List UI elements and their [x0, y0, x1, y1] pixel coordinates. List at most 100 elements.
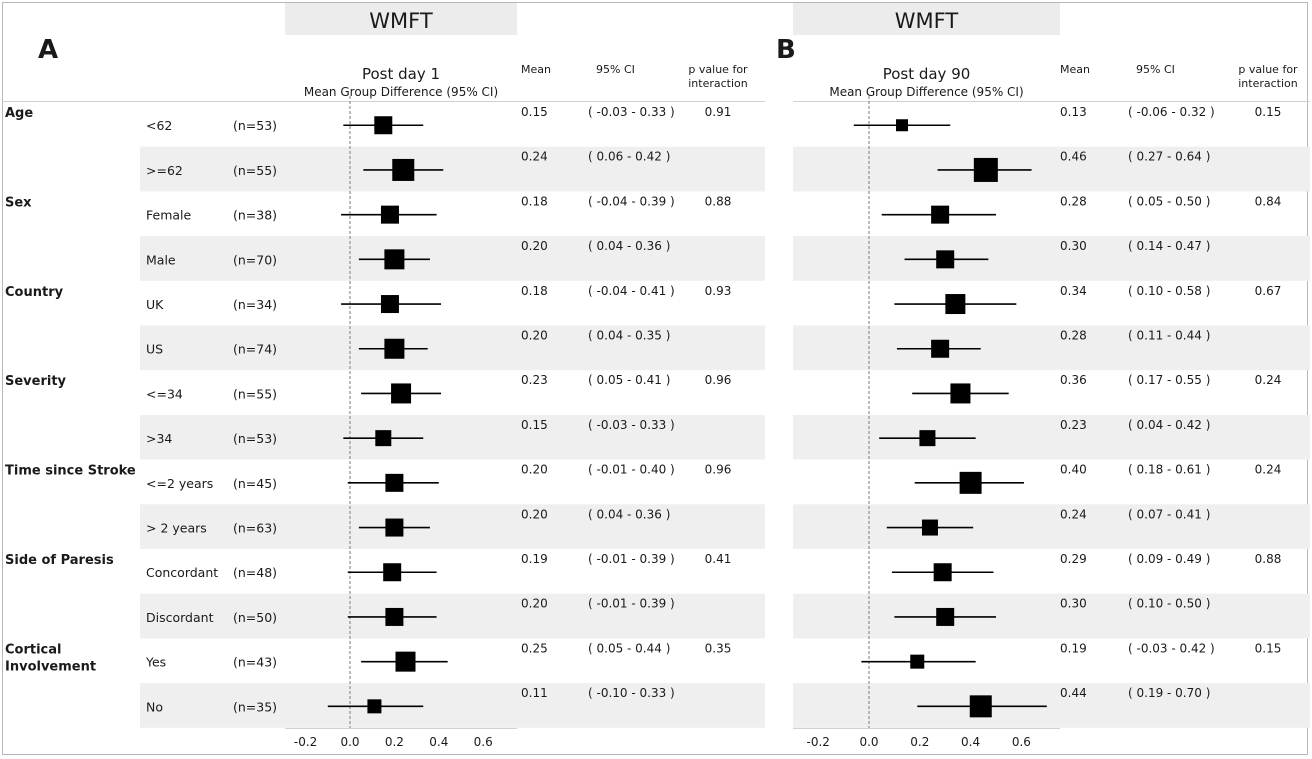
p-value: 0.88 [1255, 552, 1282, 566]
subgroup-label: >34 [146, 431, 172, 446]
mean-value: 0.18 [521, 284, 548, 298]
row-band [140, 683, 285, 728]
subgroup-label: UK [146, 297, 164, 312]
row-band [517, 146, 765, 192]
ci-value: ( 0.19 - 0.70 ) [1128, 686, 1210, 700]
mean-value: 0.24 [521, 150, 548, 164]
x-tick-label: 0.2 [910, 735, 929, 749]
ci-value: ( 0.05 - 0.44 ) [588, 641, 670, 655]
row-band [285, 683, 517, 728]
subgroup-label: Male [146, 252, 176, 267]
mean-marker [385, 607, 404, 626]
mean-marker [384, 338, 405, 359]
x-tick-label: 0.6 [1012, 735, 1031, 749]
ci-value: ( 0.04 - 0.36 ) [588, 507, 670, 521]
group-label: Sex [5, 195, 32, 210]
group-label: Age [5, 106, 33, 121]
mean-value: 0.19 [521, 552, 548, 566]
ci-value: ( 0.05 - 0.41 ) [588, 373, 670, 387]
mean-marker [367, 699, 382, 714]
mean-marker [931, 339, 950, 358]
sample-size: (n=38) [233, 208, 277, 223]
mean-value: 0.28 [1060, 329, 1087, 343]
chart-subtitle: Post day 90 [883, 65, 971, 83]
p-value: 0.91 [705, 105, 732, 119]
subgroup-label: <=34 [146, 386, 183, 401]
mean-marker [380, 205, 399, 224]
row-band [793, 325, 1310, 371]
ci-value: ( 0.18 - 0.61 ) [1128, 463, 1210, 477]
ci-value: ( -0.03 - 0.42 ) [1128, 641, 1215, 655]
row-band [793, 593, 1310, 639]
ci-value: ( 0.09 - 0.49 ) [1128, 552, 1210, 566]
group-label: Severity [5, 374, 67, 389]
ci-value: ( 0.05 - 0.50 ) [1128, 194, 1210, 208]
mean-marker [919, 430, 936, 447]
p-value: 0.35 [705, 641, 732, 655]
x-tick-label: 0.4 [429, 735, 448, 749]
ci-value: ( -0.01 - 0.40 ) [588, 463, 675, 477]
mean-marker [385, 473, 404, 492]
axis-label: Mean Group Difference (95% CI) [829, 85, 1023, 99]
p-value: 0.96 [705, 373, 732, 387]
group-label: Side of Paresis [5, 553, 114, 568]
sample-size: (n=34) [233, 297, 277, 312]
sample-size: (n=48) [233, 565, 277, 580]
subgroup-label: US [146, 342, 163, 357]
mean-marker [933, 563, 952, 582]
mean-marker [395, 651, 416, 672]
axis-label: Mean Group Difference (95% CI) [304, 85, 498, 99]
mean-value: 0.44 [1060, 686, 1087, 700]
column-header-mean: Mean [1060, 63, 1090, 76]
mean-value: 0.15 [521, 105, 548, 119]
row-band [140, 146, 285, 192]
ci-value: ( 0.04 - 0.35 ) [588, 329, 670, 343]
subgroup-label: >=62 [146, 163, 183, 178]
sample-size: (n=74) [233, 342, 277, 357]
sample-size: (n=63) [233, 521, 277, 536]
ci-value: ( 0.10 - 0.50 ) [1128, 597, 1210, 611]
mean-value: 0.20 [521, 507, 548, 521]
sample-size: (n=55) [233, 386, 277, 401]
mean-marker [950, 383, 971, 404]
mean-marker [910, 654, 925, 669]
ci-value: ( -0.03 - 0.33 ) [588, 105, 675, 119]
chart-title: WMFT [895, 9, 959, 33]
column-header-ci: 95% CI [1136, 63, 1175, 76]
mean-marker [936, 250, 955, 269]
mean-marker [921, 519, 938, 536]
row-band [517, 593, 765, 639]
column-header-ci: 95% CI [596, 63, 635, 76]
mean-value: 0.40 [1060, 463, 1087, 477]
mean-value: 0.19 [1060, 641, 1087, 655]
mean-value: 0.29 [1060, 552, 1087, 566]
ci-value: ( -0.06 - 0.32 ) [1128, 105, 1215, 119]
x-tick-label: -0.2 [294, 735, 317, 749]
column-header-p: p value for interaction [688, 63, 748, 90]
subgroup-label: Female [146, 208, 192, 223]
mean-value: 0.36 [1060, 373, 1087, 387]
mean-value: 0.20 [521, 463, 548, 477]
mean-marker [945, 294, 966, 315]
sample-size: (n=53) [233, 431, 277, 446]
p-value: 0.88 [705, 194, 732, 208]
mean-marker [383, 563, 402, 582]
ci-value: ( 0.06 - 0.42 ) [588, 150, 670, 164]
sample-size: (n=70) [233, 252, 277, 267]
ci-value: ( -0.01 - 0.39 ) [588, 552, 675, 566]
mean-marker [374, 116, 393, 135]
mean-value: 0.34 [1060, 284, 1087, 298]
ci-value: ( 0.11 - 0.44 ) [1128, 329, 1210, 343]
ci-value: ( -0.01 - 0.39 ) [588, 597, 675, 611]
row-band [517, 236, 765, 281]
row-band [517, 414, 765, 460]
subgroup-label: <62 [146, 118, 172, 133]
x-tick-label: -0.2 [806, 735, 829, 749]
sample-size: (n=43) [233, 655, 277, 670]
mean-marker [385, 518, 404, 537]
mean-marker [380, 295, 399, 314]
p-value: 0.93 [705, 284, 732, 298]
mean-marker [375, 430, 392, 447]
